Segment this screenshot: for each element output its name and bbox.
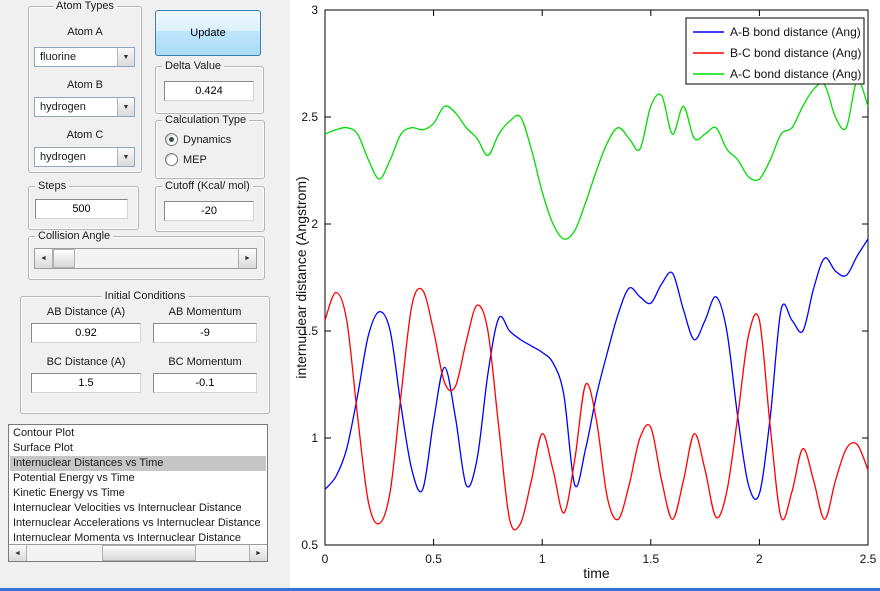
atom-a-dropdown[interactable]: fluorine ▼ — [34, 47, 135, 67]
list-item[interactable]: Internuclear Accelerations vs Internucle… — [13, 517, 261, 529]
collision-angle-slider[interactable]: ◄ ► — [34, 248, 257, 269]
series-A-B — [324, 238, 869, 500]
radio-mep[interactable]: MEP — [165, 153, 207, 166]
x-tick-label: 1.5 — [642, 552, 659, 566]
radio-mep-label: MEP — [183, 153, 207, 166]
slider-thumb[interactable] — [53, 249, 75, 268]
atom-types-title: Atom Types — [53, 0, 117, 12]
scrollbar-thumb[interactable] — [102, 545, 196, 561]
list-item[interactable]: Internuclear Distances vs Time — [10, 456, 266, 471]
scroll-right-arrow-icon[interactable]: ► — [238, 249, 256, 268]
series-B-C — [324, 287, 869, 531]
collision-angle-title: Collision Angle — [35, 230, 114, 242]
y-tick-label: 1 — [311, 431, 318, 445]
x-tick-label: 1 — [539, 552, 546, 566]
bc-distance-input[interactable] — [31, 373, 141, 393]
calculation-type-title: Calculation Type — [162, 114, 250, 126]
steps-group: Steps — [28, 180, 139, 230]
y-tick-label: 0.5 — [301, 538, 318, 552]
x-tick-label: 0.5 — [425, 552, 442, 566]
chevron-down-icon[interactable]: ▼ — [117, 48, 134, 66]
slider-track[interactable] — [53, 249, 238, 268]
delta-value-title: Delta Value — [162, 60, 225, 72]
list-item[interactable]: Internuclear Velocities vs Internuclear … — [13, 502, 242, 514]
ab-momentum-input[interactable] — [153, 323, 257, 343]
x-tick-label: 0 — [322, 552, 329, 566]
delta-value-group: Delta Value — [155, 60, 264, 114]
radio-dynamics-label: Dynamics — [183, 133, 232, 146]
list-item[interactable]: Potential Energy vs Time — [13, 472, 135, 484]
ab-momentum-label: AB Momentum — [168, 306, 242, 318]
y-tick-label: 2 — [311, 217, 318, 231]
bc-momentum-input[interactable] — [153, 373, 257, 393]
bc-distance-label: BC Distance (A) — [46, 356, 126, 368]
update-button[interactable]: Update — [155, 10, 261, 56]
atom-c-value: hydrogen — [40, 151, 86, 163]
collision-angle-group: Collision Angle ◄ ► — [28, 230, 265, 280]
line-chart: 0 0.5 1 1.5 2 2.5 0.5 1 1.5 2 2.5 3 time internuclear… — [293, 3, 877, 581]
axes-box — [324, 9, 869, 546]
cutoff-input[interactable] — [164, 201, 254, 221]
legend: A-B bond distance (Ang) B-C bond distance… — [685, 17, 865, 85]
atom-c-label: Atom C — [66, 129, 104, 141]
x-axis-label: time — [583, 565, 610, 581]
list-item[interactable]: Surface Plot — [13, 442, 73, 454]
ab-distance-label: AB Distance (A) — [46, 306, 126, 318]
steps-input[interactable] — [35, 199, 128, 219]
delta-value-input[interactable] — [164, 81, 254, 101]
list-item[interactable]: Internuclear Momenta vs Internuclear Dis… — [13, 532, 242, 544]
list-item[interactable]: Kinetic Energy vs Time — [13, 487, 125, 499]
cutoff-title: Cutoff (Kcal/ mol) — [162, 180, 253, 192]
radio-dynamics[interactable]: Dynamics — [165, 133, 231, 146]
window-border-bottom — [0, 588, 880, 591]
initial-conditions-group: Initial Conditions AB Distance (A) AB Mo… — [20, 290, 270, 414]
atom-a-label: Atom A — [67, 26, 103, 38]
y-tick-label: 3 — [311, 3, 318, 17]
y-tick-label: 2.5 — [301, 110, 318, 124]
y-tick-label: 1.5 — [301, 324, 318, 338]
plot-type-listbox[interactable]: Contour Plot Surface Plot Internuclear Dis… — [8, 424, 268, 562]
list-item[interactable]: Contour Plot — [13, 427, 75, 439]
chevron-down-icon[interactable]: ▼ — [117, 98, 134, 116]
plot-type-list-items: Contour Plot Surface Plot Internuclear Dis… — [10, 426, 266, 544]
scroll-left-arrow-icon[interactable]: ◄ — [9, 545, 27, 561]
listbox-horizontal-scrollbar[interactable]: ◄ ► — [9, 544, 267, 561]
scrollbar-track[interactable] — [27, 545, 249, 561]
radio-button-icon — [165, 153, 178, 166]
atom-a-value: fluorine — [40, 51, 77, 63]
control-panel: Atom Types Atom A fluorine ▼ Atom B hydr… — [0, 0, 290, 588]
initial-conditions-title: Initial Conditions — [101, 290, 189, 302]
atom-types-group: Atom Types Atom A fluorine ▼ Atom B hydr… — [28, 0, 142, 173]
legend-label: B-C bond distance (Ang) — [730, 46, 861, 60]
cutoff-group: Cutoff (Kcal/ mol) — [155, 180, 265, 232]
x-tick-label: 2.5 — [860, 552, 877, 566]
legend-label: A-B bond distance (Ang) — [730, 25, 861, 39]
atom-b-dropdown[interactable]: hydrogen ▼ — [34, 97, 135, 117]
bc-momentum-label: BC Momentum — [168, 356, 242, 368]
chevron-down-icon[interactable]: ▼ — [117, 148, 134, 166]
x-tick-label: 2 — [756, 552, 763, 566]
atom-b-label: Atom B — [66, 79, 104, 91]
calculation-type-group: Calculation Type Dynamics MEP — [155, 114, 265, 179]
legend-label: A-C bond distance (Ang) — [730, 67, 861, 81]
legend-box — [685, 17, 865, 85]
scroll-left-arrow-icon[interactable]: ◄ — [35, 249, 53, 268]
y-axis-label: internuclear distance (Angstrom) — [293, 176, 309, 378]
plot-panel: 0 0.5 1 1.5 2 2.5 0.5 1 1.5 2 2.5 3 time internuclear… — [290, 0, 880, 588]
series-A-C — [324, 79, 869, 240]
steps-title: Steps — [35, 180, 70, 192]
atom-c-dropdown[interactable]: hydrogen ▼ — [34, 147, 135, 167]
scroll-right-arrow-icon[interactable]: ► — [249, 545, 267, 561]
ab-distance-input[interactable] — [31, 323, 141, 343]
atom-b-value: hydrogen — [40, 101, 86, 113]
radio-button-icon — [165, 133, 178, 146]
